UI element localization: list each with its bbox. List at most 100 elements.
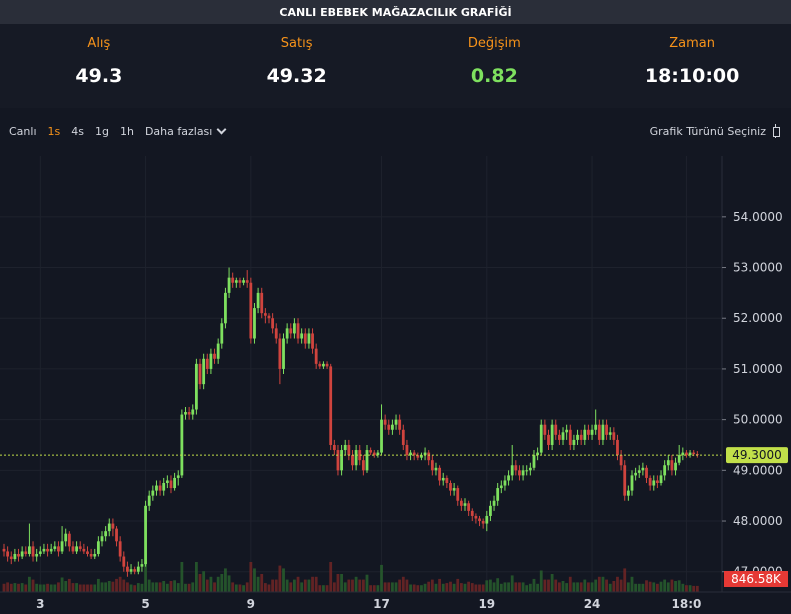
volume-bar-115 — [420, 585, 423, 592]
candle-161 — [587, 424, 590, 440]
volume-bar-102 — [372, 585, 376, 592]
candle-body-140 — [510, 465, 514, 476]
candle-96 — [351, 450, 354, 471]
y-tick-label-4: 50.0000 — [733, 413, 783, 427]
price-chart[interactable]: 54.0000 53.0000 52.0000 51.0000 50.0000 49.00… — [0, 156, 791, 614]
candle-133 — [485, 510, 489, 532]
volume-bar-23 — [86, 584, 89, 592]
more-intervals-dropdown[interactable]: Daha fazlası — [145, 124, 227, 138]
candle-9 — [35, 548, 39, 562]
candle-178 — [648, 475, 652, 491]
candle-body-32 — [118, 541, 122, 557]
volume-bar-64 — [234, 584, 238, 592]
interval-4s-button[interactable]: 4s — [71, 124, 84, 138]
volume-bar-95 — [347, 579, 351, 592]
volume-bar-14 — [53, 584, 57, 592]
volume-bar-154 — [561, 581, 565, 592]
candle-body-131 — [478, 518, 481, 522]
candle-20 — [75, 541, 78, 554]
candle-body-181 — [659, 475, 663, 483]
candle-body-162 — [590, 429, 594, 435]
volume-bar-20 — [75, 583, 78, 592]
candle-body-55 — [202, 358, 206, 385]
candle-11 — [42, 543, 46, 554]
candle-150 — [547, 429, 550, 451]
volume-bar-66 — [242, 585, 245, 592]
volume-bar-5 — [20, 583, 24, 592]
x-axis: 3 5 9 17 19 24 18:0 — [36, 597, 701, 611]
volume-bar-177 — [645, 580, 648, 592]
candle-body-70 — [256, 292, 260, 309]
volume-bar-125 — [456, 578, 460, 592]
candle-body-169 — [616, 439, 619, 456]
live-button[interactable]: Canlı — [9, 124, 37, 138]
candle-86 — [314, 343, 318, 369]
interval-1s-button[interactable]: 1s — [47, 124, 61, 138]
candle-body-4 — [17, 553, 20, 557]
candle-22 — [82, 543, 86, 554]
volume-bar-163 — [594, 579, 598, 592]
candle-body-42 — [155, 485, 158, 491]
candle-body-38 — [140, 564, 144, 567]
volume-bar-71 — [260, 574, 264, 592]
interval-1g-button[interactable]: 1g — [94, 124, 109, 138]
chart-toolbar: Canlı 1s 4s 1g 1h Daha fazlası Grafik Tü… — [0, 108, 791, 154]
candle-4 — [17, 548, 20, 562]
candle-124 — [452, 483, 456, 496]
volume-bar-146 — [532, 578, 536, 592]
candle-141 — [514, 460, 518, 476]
volume-bar-33 — [122, 579, 126, 592]
candle-142 — [518, 465, 521, 481]
volume-bar-103 — [376, 585, 380, 592]
volume-bar-175 — [637, 583, 641, 592]
volume-bar-148 — [539, 570, 543, 592]
candle-body-22 — [82, 548, 86, 552]
volume-bar-12 — [46, 583, 49, 592]
candle-body-146 — [532, 455, 536, 468]
candle-body-184 — [670, 460, 674, 471]
volume-bar-49 — [180, 562, 184, 592]
volume-bar-84 — [307, 579, 311, 592]
volume-badge-bg — [724, 571, 788, 587]
volume-bar-67 — [245, 582, 249, 592]
chart-grid — [0, 156, 722, 592]
volume-bar-167 — [608, 583, 612, 592]
chevron-down-icon — [216, 124, 227, 134]
candle-body-124 — [452, 488, 456, 491]
volume-bar-183 — [666, 582, 670, 592]
candle-95 — [347, 439, 351, 461]
quote-panel: Alış 49.3 Satış 49.32 Değişim 0.82 Zaman… — [0, 24, 791, 108]
candle-body-99 — [361, 460, 365, 471]
candle-body-172 — [626, 490, 630, 496]
candle-body-50 — [184, 412, 187, 415]
candle-body-59 — [216, 343, 220, 359]
volume-bar-13 — [49, 584, 53, 592]
volume-bar-11 — [42, 584, 46, 592]
volume-bar-51 — [187, 583, 191, 592]
time-value: 18:10:00 — [644, 65, 740, 87]
interval-1h-button[interactable]: 1h — [119, 124, 134, 138]
candle-1 — [6, 546, 10, 562]
candle-151 — [550, 419, 554, 451]
candle-body-98 — [358, 450, 362, 461]
candle-body-18 — [67, 533, 71, 547]
candle-23 — [86, 546, 89, 557]
chart-type-selector[interactable]: Grafik Türünü Seçiniz — [650, 108, 781, 154]
volume-bar-61 — [224, 568, 227, 592]
candle-30 — [111, 518, 115, 537]
volume-bar-172 — [626, 582, 630, 592]
volume-bar-114 — [416, 585, 420, 592]
candle-body-182 — [663, 465, 667, 476]
candle-body-71 — [260, 292, 264, 314]
volume-bar-121 — [441, 583, 445, 592]
candle-59 — [216, 338, 220, 364]
candle-body-191 — [695, 454, 699, 456]
volume-bar-80 — [293, 579, 296, 592]
volume-bar-164 — [597, 576, 601, 592]
volume-bar-128 — [467, 581, 471, 592]
candle-168 — [612, 427, 616, 445]
candle-137 — [499, 480, 503, 494]
candle-35 — [129, 564, 133, 575]
candle-83 — [303, 328, 307, 349]
candle-body-173 — [630, 475, 634, 491]
